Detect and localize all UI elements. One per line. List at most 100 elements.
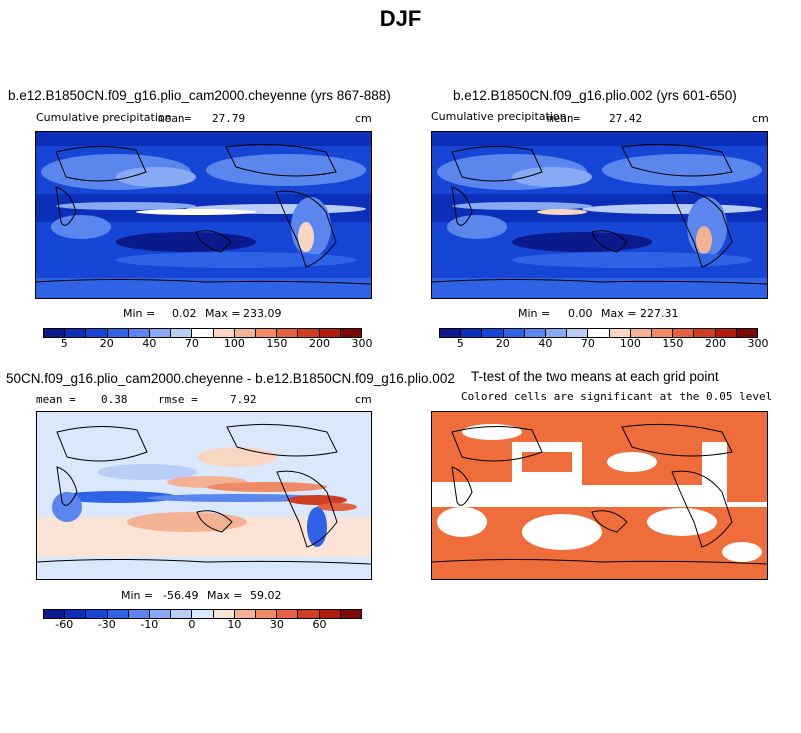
colorbar-swatch — [503, 329, 525, 337]
panel2-min-value: 0.00 — [568, 307, 593, 320]
panel3-max-value: 59.02 — [250, 589, 282, 602]
panel3-difference-map — [36, 411, 372, 580]
colorbar-tick-label: 70 — [580, 337, 595, 350]
colorbar-tick-label: 200 — [704, 337, 726, 350]
panel1-precip-map — [35, 131, 372, 299]
colorbar-swatch — [652, 329, 674, 337]
colorbar-tick-label: 40 — [538, 337, 553, 350]
colorbar-swatch — [44, 610, 66, 618]
colorbar-swatch — [630, 329, 653, 337]
panel2-max-value: 227.31 — [640, 307, 679, 320]
panel2-min-label: Min = — [518, 307, 551, 320]
colorbar-swatch — [150, 610, 172, 618]
panel4-significance-map — [431, 411, 768, 580]
panel2-precip-map — [431, 131, 768, 299]
colorbar-tick-label: 300 — [351, 337, 373, 350]
panel3-map-svg — [37, 412, 371, 579]
panel1-min-label: Min = — [123, 307, 156, 320]
colorbar-swatch — [192, 610, 214, 618]
colorbar-tick-label: 5 — [456, 337, 464, 350]
colorbar-swatch — [107, 610, 129, 618]
colorbar-swatch — [546, 329, 568, 337]
panel4-map-svg — [432, 412, 767, 579]
colorbar-tick-label: 150 — [266, 337, 288, 350]
colorbar-swatch — [256, 610, 278, 618]
panel3-rmse-label: rmse = — [158, 393, 198, 406]
colorbar-swatch — [213, 610, 235, 618]
colorbar-tick-label: 5 — [60, 337, 68, 350]
panel2-map-svg — [432, 132, 767, 298]
panel3-colorbar-labels: -60 -30 -10 0 10 30 60 — [43, 618, 362, 632]
colorbar-swatch — [482, 329, 504, 337]
colorbar-swatch — [524, 329, 547, 337]
colorbar-swatch — [107, 329, 129, 337]
colorbar-tick-label: 40 — [142, 337, 157, 350]
colorbar-swatch — [171, 329, 193, 337]
colorbar-swatch — [736, 329, 758, 337]
colorbar-swatch — [440, 329, 462, 337]
colorbar-swatch — [609, 329, 631, 337]
panel2-colorbar-labels: 5 20 40 70 100 150 200 300 — [439, 337, 769, 351]
colorbar-swatch — [213, 329, 235, 337]
panel1-colorbar — [43, 328, 362, 338]
colorbar-tick-label: 20 — [99, 337, 114, 350]
panel1-min-value: 0.02 — [172, 307, 197, 320]
colorbar-swatch — [128, 610, 151, 618]
colorbar-tick-label: 100 — [223, 337, 245, 350]
colorbar-swatch — [277, 610, 299, 618]
colorbar-tick-label: 10 — [227, 618, 242, 631]
colorbar-swatch — [65, 610, 87, 618]
panel2-units: cm — [752, 112, 769, 125]
panel2-title: b.e12.B1850CN.f09_g16.plio.002 (yrs 601-… — [453, 88, 737, 103]
panel1-colorbar-labels: 5 20 40 70 100 150 200 300 — [43, 337, 373, 351]
panel3-colorbar — [43, 609, 362, 619]
colorbar-swatch — [128, 329, 151, 337]
panel1-map-svg — [36, 132, 371, 298]
panel3-max-label: Max = — [207, 589, 243, 602]
colorbar-swatch — [588, 329, 610, 337]
panel3-mean-value: 0.38 — [101, 393, 128, 406]
colorbar-swatch — [298, 329, 320, 337]
colorbar-tick-label: -10 — [140, 618, 159, 631]
panel3-min-value: -56.49 — [163, 589, 199, 602]
colorbar-swatch — [234, 329, 257, 337]
colorbar-tick-label: -60 — [55, 618, 74, 631]
panel3-min-label: Min = — [121, 589, 154, 602]
colorbar-tick-label: 200 — [308, 337, 330, 350]
colorbar-swatch — [256, 329, 278, 337]
colorbar-swatch — [694, 329, 716, 337]
colorbar-swatch — [673, 329, 695, 337]
colorbar-swatch — [567, 329, 589, 337]
colorbar-tick-label: 0 — [188, 618, 196, 631]
colorbar-tick-label: 20 — [495, 337, 510, 350]
colorbar-swatch — [86, 610, 108, 618]
colorbar-swatch — [192, 329, 214, 337]
panel2-mean-value: 27.42 — [609, 112, 643, 125]
colorbar-swatch — [277, 329, 299, 337]
panel1-mean-label: mean= — [158, 112, 192, 125]
colorbar-tick-label: 150 — [662, 337, 684, 350]
colorbar-tick-label: 30 — [269, 618, 284, 631]
panel2-mean-label: mean= — [547, 112, 581, 125]
colorbar-tick-label: 300 — [747, 337, 769, 350]
colorbar-tick-label: 100 — [619, 337, 641, 350]
panel3-mean-label: mean = — [36, 393, 76, 406]
panel1-max-value: 233.09 — [243, 307, 282, 320]
page-title: DJF — [379, 6, 422, 31]
panel3-rmse-value: 7.92 — [230, 393, 257, 406]
colorbar-tick-label: 60 — [312, 618, 327, 631]
colorbar-swatch — [65, 329, 87, 337]
panel2-max-label: Max = — [601, 307, 637, 320]
panel1-max-label: Max = — [205, 307, 241, 320]
panel3-units: cm — [355, 393, 372, 406]
colorbar-swatch — [86, 329, 108, 337]
colorbar-tick-label: 70 — [184, 337, 199, 350]
panel4-subtitle: Colored cells are significant at the 0.0… — [461, 390, 773, 403]
colorbar-swatch — [298, 610, 320, 618]
panel1-units: cm — [355, 112, 372, 125]
colorbar-swatch — [340, 610, 362, 618]
panel1-variable: Cumulative precipitation — [36, 111, 172, 124]
colorbar-swatch — [319, 610, 341, 618]
panel4-title: T-test of the two means at each grid poi… — [471, 369, 719, 384]
colorbar-swatch — [44, 329, 66, 337]
